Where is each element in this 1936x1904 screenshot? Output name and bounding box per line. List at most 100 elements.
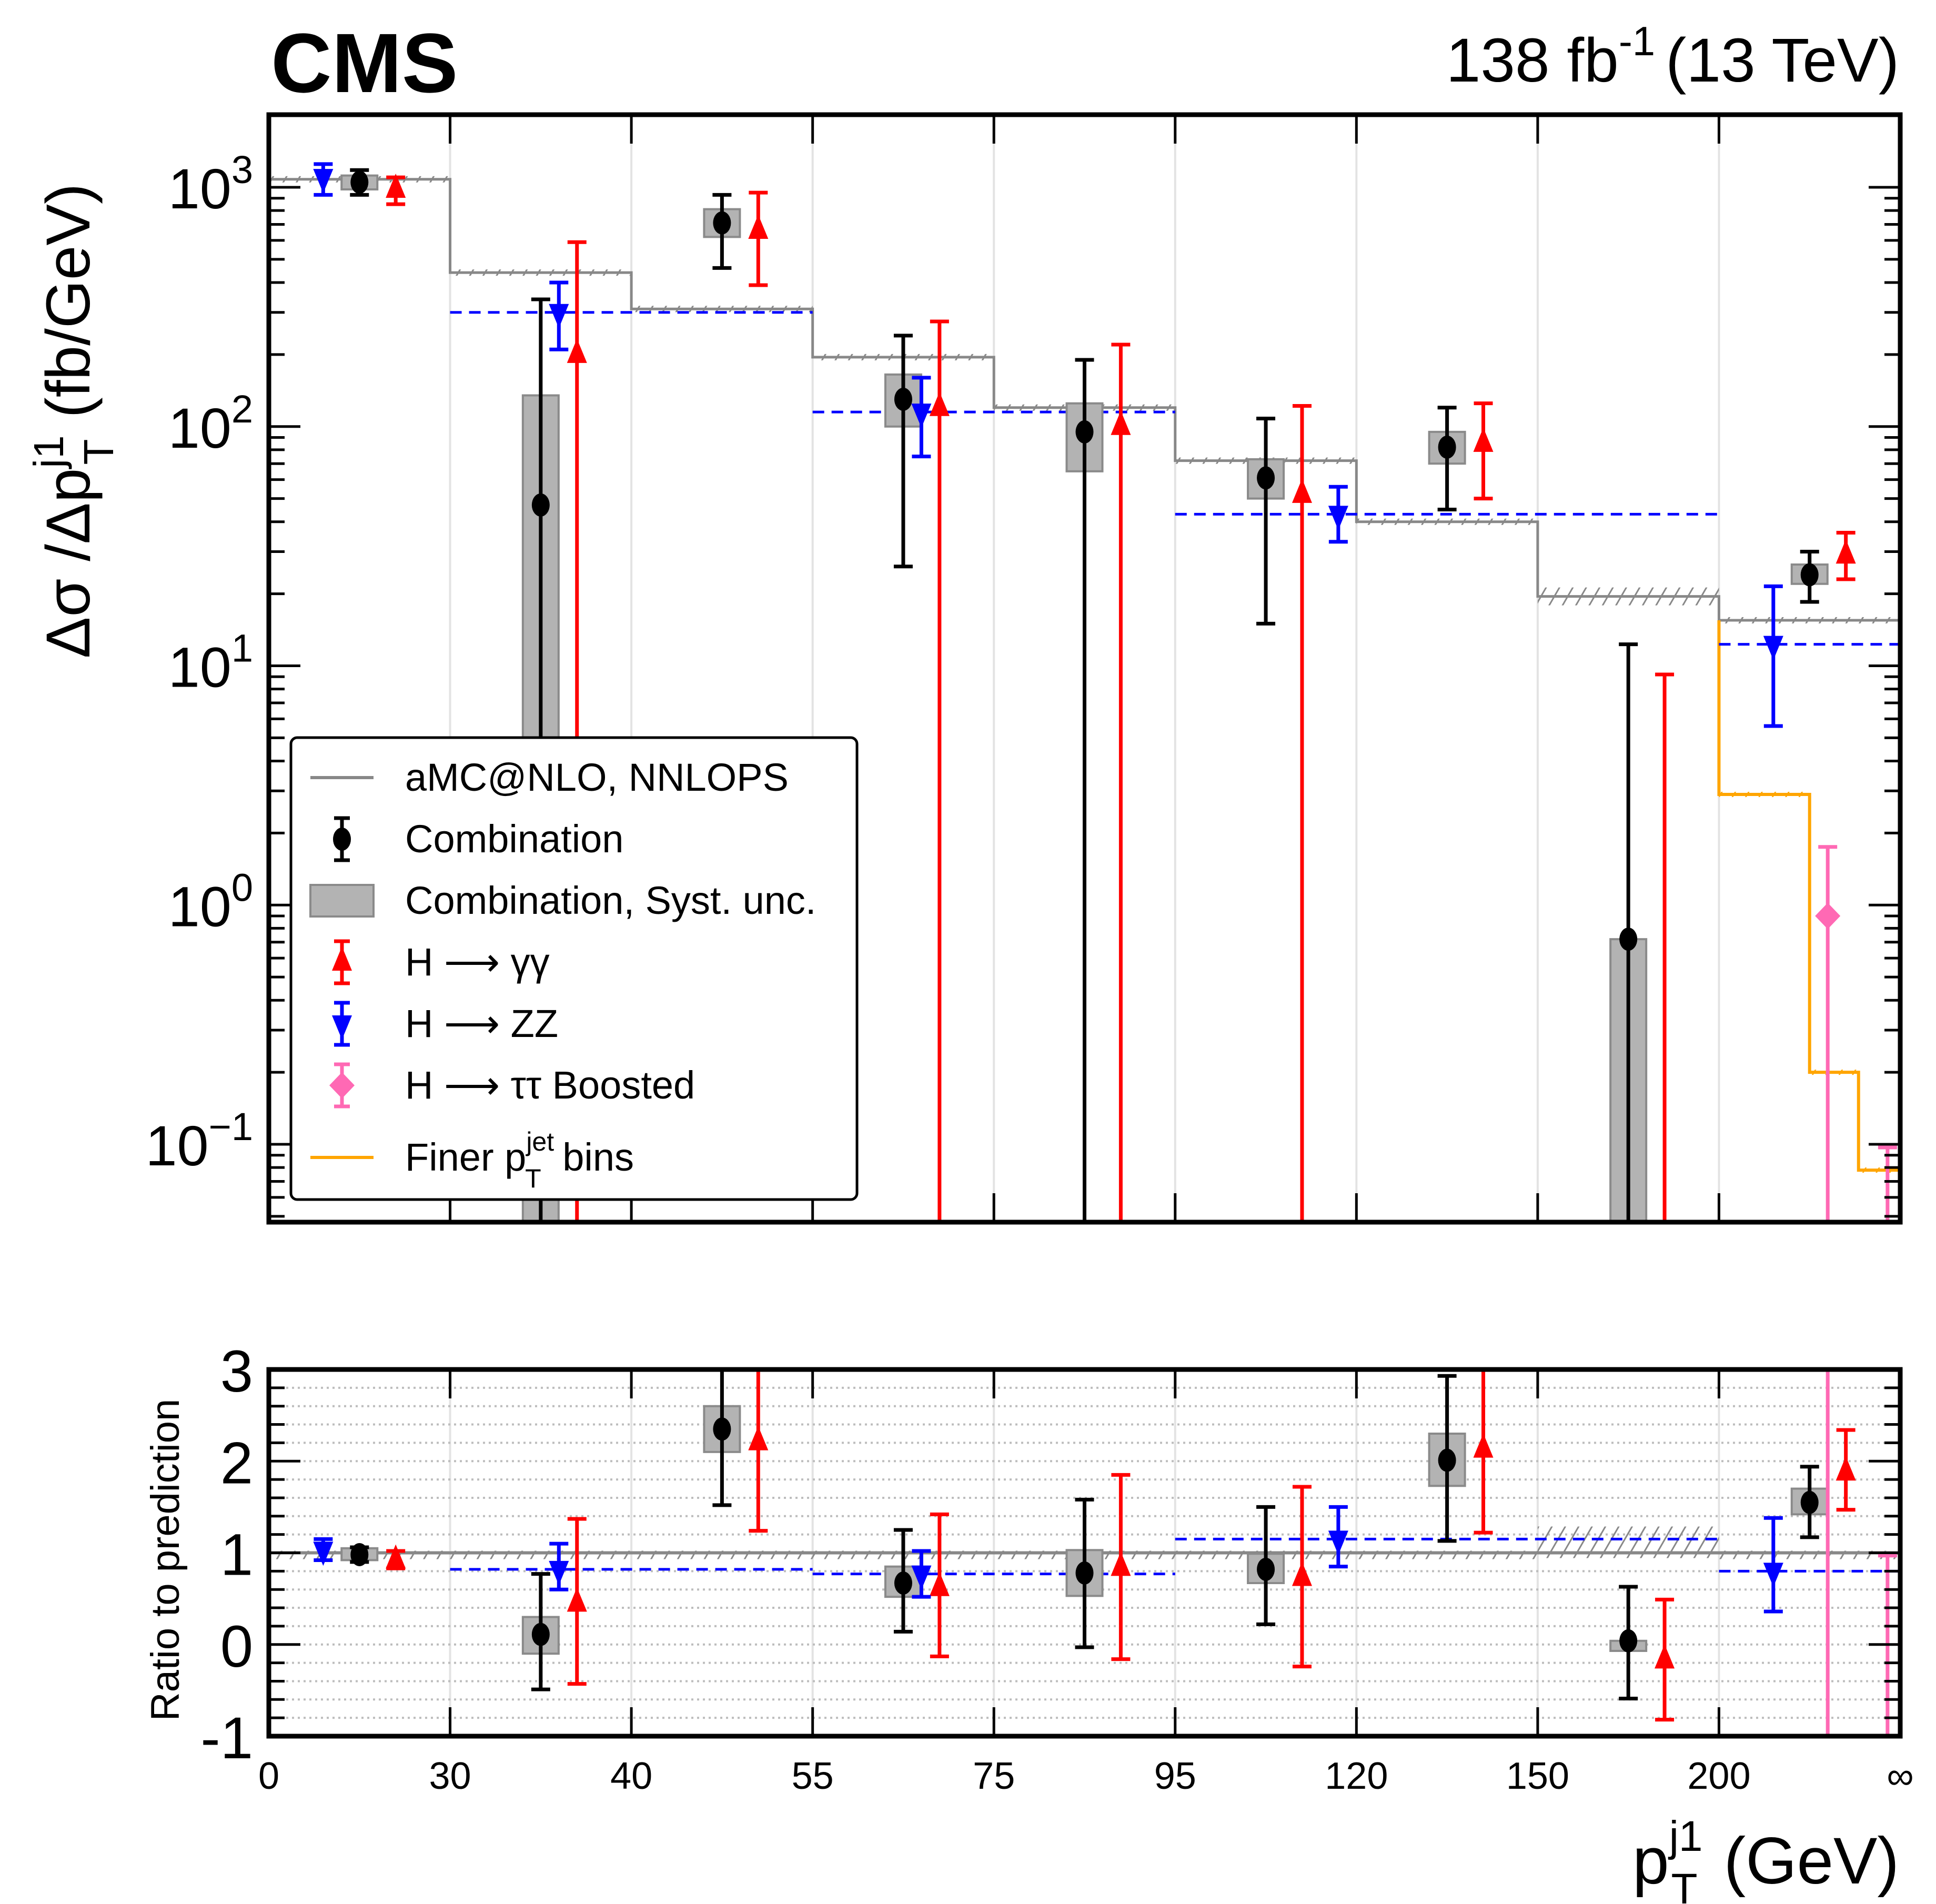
xlabel-sup: j1: [1668, 1812, 1703, 1860]
ratio-hgg-marker: [1473, 1433, 1494, 1458]
x-tick-label: 55: [792, 1755, 834, 1797]
ratio-hzz-marker: [549, 1560, 569, 1585]
hgg-marker: [1292, 478, 1312, 503]
ylabel-sub: T: [75, 439, 122, 465]
legend-entry: Finer pjet T bins: [310, 1127, 634, 1193]
svg-text:Δσ /Δpj1T(fb/GeV): Δσ /Δpj1T (fb/GeV): [25, 184, 122, 659]
hgg-marker: [929, 391, 950, 416]
legend-label: Combination: [405, 817, 623, 861]
legend-label-part: bins: [552, 1135, 634, 1179]
ratio-combination-marker: [350, 1543, 369, 1566]
x-tick-label: 120: [1325, 1755, 1388, 1797]
ratio-combination-marker: [1438, 1448, 1456, 1472]
y-tick-label: 10−1: [145, 1105, 253, 1177]
hzz-marker: [313, 169, 334, 194]
combination-marker: [894, 387, 912, 411]
ratio-combination-marker: [1800, 1490, 1819, 1514]
x-tick-label: 30: [429, 1755, 471, 1797]
ratio-hgg-marker: [1836, 1456, 1856, 1481]
ratio-hzz-marker: [911, 1565, 932, 1590]
x-tick-label: 40: [610, 1755, 652, 1797]
xlabel-main: p: [1632, 1825, 1669, 1898]
legend-marker: [333, 828, 351, 851]
ratio-hgg-marker: [1655, 1644, 1675, 1669]
ratio-combination-marker: [713, 1417, 731, 1441]
hzz-marker: [911, 404, 932, 428]
xlabel: pj1 T (GeV): [1632, 1812, 1899, 1904]
combination-marker: [1257, 466, 1275, 490]
ylabel-sup: j1: [25, 435, 72, 469]
x-tick-label: 0: [258, 1755, 279, 1797]
ratio-combination-marker: [531, 1623, 550, 1646]
ratio-hzz-marker: [1328, 1530, 1348, 1555]
ratio-y-tick-label: 3: [220, 1338, 253, 1404]
finer-bins-step-line: [1717, 620, 1900, 1172]
x-tick-label: ∞: [1887, 1755, 1913, 1797]
legend-entry: H ⟶ ZZ: [332, 1001, 558, 1047]
htautau-marker: [1815, 903, 1841, 930]
y-tick-base: 10: [168, 636, 231, 699]
ratio-combination-marker: [894, 1571, 912, 1595]
hgg-marker: [1473, 427, 1494, 452]
main-ylabel: Δσ /Δpj1T (fb/GeV): [25, 184, 122, 659]
y-tick-base: 10: [145, 1114, 208, 1177]
combination-marker: [1800, 563, 1819, 587]
y-tick-exponent: 3: [231, 148, 253, 192]
xlabel-unit: (GeV): [1724, 1825, 1899, 1898]
x-tick-label: 75: [973, 1755, 1015, 1797]
ratio-hgg-marker: [748, 1426, 769, 1450]
combination-marker: [1075, 420, 1094, 444]
legend-entry: aMC@NLO, NNLOPS: [310, 755, 789, 799]
ratio-y-tick-label: 0: [220, 1614, 253, 1679]
legend-entry: Combination: [333, 816, 623, 862]
ratio-plot-area: [269, 1369, 1900, 1736]
ylabel-unit: (fb/GeV): [34, 184, 103, 418]
ratio-hgg-marker: [1111, 1552, 1131, 1576]
hgg-marker: [748, 215, 769, 239]
hzz-marker: [1763, 636, 1783, 660]
legend-label: Combination, Syst. unc.: [405, 879, 816, 922]
y-tick-label: 102: [168, 387, 253, 460]
ratio-hzz-marker: [1763, 1563, 1783, 1587]
hgg-marker: [1836, 539, 1856, 564]
ratio-combination-marker: [1257, 1557, 1275, 1581]
y-tick-exponent: 2: [231, 387, 253, 431]
svg-text:pj1T(GeV): pj1 T (GeV): [1632, 1812, 1899, 1904]
legend-marker: [332, 946, 352, 971]
svg-text:138 fb-1(13 TeV): 138 fb-1 (13 TeV): [1446, 18, 1899, 95]
ratio-hgg-marker: [929, 1571, 950, 1596]
legend-label-part: Finer p: [405, 1135, 526, 1179]
legend-label: H ⟶ γγ: [405, 940, 550, 984]
y-tick-exponent: 0: [231, 865, 253, 909]
ratio-combination-marker: [1619, 1629, 1638, 1653]
legend-entry: H ⟶ ττ Boosted: [329, 1062, 695, 1109]
hgg-marker: [567, 338, 587, 363]
legend-label: aMC@NLO, NNLOPS: [405, 755, 789, 799]
cms-label: CMS: [271, 16, 458, 110]
lumi-exponent: -1: [1619, 18, 1655, 64]
y-tick-label: 100: [168, 865, 253, 938]
ratio-hgg-marker: [386, 1544, 406, 1569]
ratio-y-tick-label: -1: [200, 1705, 253, 1771]
y-tick-exponent: 1: [231, 627, 253, 670]
main-axes-frame: [266, 112, 1903, 1225]
y-tick-base: 10: [168, 396, 231, 460]
ratio-y-tick-label: 2: [220, 1430, 253, 1496]
hzz-marker: [549, 304, 569, 328]
legend-marker: [329, 1072, 355, 1099]
hgg-marker: [386, 173, 406, 198]
legend-entry: H ⟶ γγ: [332, 939, 550, 985]
x-tick-label: 95: [1154, 1755, 1196, 1797]
y-tick-base: 10: [168, 157, 231, 220]
legend-entry: Combination, Syst. unc.: [309, 879, 816, 922]
y-tick-base: 10: [168, 874, 231, 938]
ratio-hgg-marker: [567, 1587, 587, 1612]
combination-marker: [1438, 435, 1456, 459]
ratio-combination-marker: [1075, 1561, 1094, 1585]
x-tick-label: 150: [1506, 1755, 1569, 1797]
ylabel-main: Δσ /Δp: [34, 468, 103, 659]
ratio-hzz-marker: [313, 1542, 334, 1566]
